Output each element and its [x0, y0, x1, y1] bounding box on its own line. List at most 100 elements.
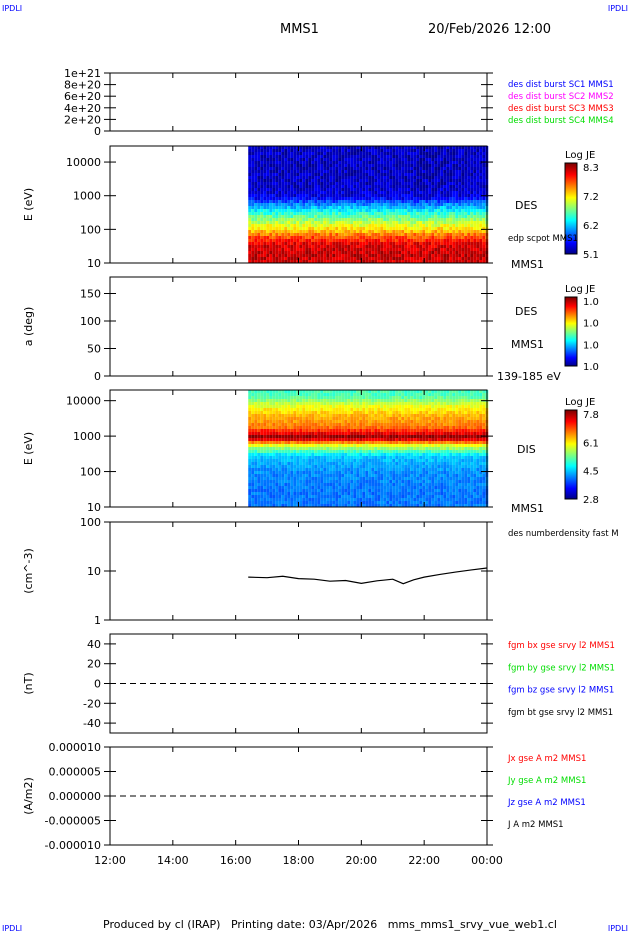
spectrogram-cell [383, 429, 387, 432]
spectrogram-cell [272, 191, 276, 194]
spectrogram-cell [368, 209, 372, 212]
spectrogram-cell [314, 191, 318, 194]
spectrogram-cell [434, 260, 438, 263]
spectrogram-cell [272, 158, 276, 161]
spectrogram-cell [311, 191, 315, 194]
spectrogram-cell [419, 206, 423, 209]
spectrogram-cell [341, 399, 345, 402]
spectrogram-cell [260, 390, 264, 393]
spectrogram-cell [476, 227, 480, 230]
spectrogram-cell [359, 197, 363, 200]
spectrogram-cell [365, 420, 369, 423]
spectrogram-cell [254, 399, 258, 402]
spectrogram-cell [338, 468, 342, 471]
spectrogram-cell [368, 396, 372, 399]
spectrogram-cell [386, 438, 390, 441]
spectrogram-cell [434, 149, 438, 152]
spectrogram-cell [323, 188, 327, 191]
spectrogram-cell [302, 438, 306, 441]
spectrogram-cell [269, 251, 273, 254]
spectrogram-cell [347, 176, 351, 179]
spectrogram-cell [446, 215, 450, 218]
spectrogram-cell [332, 390, 336, 393]
spectrogram-cell [338, 179, 342, 182]
spectrogram-cell [287, 429, 291, 432]
spectrogram-cell [353, 483, 357, 486]
spectrogram-cell [263, 468, 267, 471]
spectrogram-cell [293, 471, 297, 474]
spectrogram-cell [275, 504, 279, 507]
spectrogram-cell [329, 230, 333, 233]
spectrogram-cell [284, 260, 288, 263]
spectrogram-cell [416, 167, 420, 170]
spectrogram-cell [398, 167, 402, 170]
spectrogram-cell [293, 206, 297, 209]
spectrogram-cell [320, 188, 324, 191]
spectrogram-cell [428, 215, 432, 218]
spectrogram-cell [248, 429, 252, 432]
spectrogram-cell [416, 200, 420, 203]
spectrogram-cell [281, 215, 285, 218]
spectrogram-cell [434, 158, 438, 161]
spectrogram-cell [272, 239, 276, 242]
spectrogram-cell [359, 245, 363, 248]
spectrogram-cell [281, 218, 285, 221]
spectrogram-cell [386, 435, 390, 438]
spectrogram-cell [302, 468, 306, 471]
spectrogram-cell [455, 254, 459, 257]
spectrogram-cell [332, 402, 336, 405]
spectrogram-cell [341, 152, 345, 155]
spectrogram-cell [284, 152, 288, 155]
spectrogram-cell [431, 200, 435, 203]
spectrogram-cell [407, 197, 411, 200]
spectrogram-cell [275, 465, 279, 468]
spectrogram-cell [368, 167, 372, 170]
spectrogram-cell [362, 498, 366, 501]
spectrogram-cell [290, 480, 294, 483]
spectrogram-cell [416, 215, 420, 218]
spectrogram-cell [407, 251, 411, 254]
spectrogram-cell [446, 224, 450, 227]
spectrogram-cell [329, 170, 333, 173]
spectrogram-cell [272, 155, 276, 158]
spectrogram-cell [482, 173, 486, 176]
spectrogram-cell [317, 453, 321, 456]
spectrogram-cell [416, 194, 420, 197]
spectrogram-cell [302, 179, 306, 182]
spectrogram-cell [302, 393, 306, 396]
spectrogram-cell [332, 477, 336, 480]
spectrogram-cell [284, 432, 288, 435]
spectrogram-cell [323, 260, 327, 263]
spectrogram-cell [395, 155, 399, 158]
spectrogram-cell [368, 423, 372, 426]
spectrogram-cell [296, 161, 300, 164]
spectrogram-cell [374, 408, 378, 411]
spectrogram-cell [320, 465, 324, 468]
spectrogram-cell [287, 254, 291, 257]
spectrogram-cell [308, 152, 312, 155]
spectrogram-cell [362, 393, 366, 396]
spectrogram-cell [341, 462, 345, 465]
spectrogram-cell [482, 242, 486, 245]
spectrogram-cell [323, 435, 327, 438]
spectrogram-cell [296, 414, 300, 417]
spectrogram-cell [299, 429, 303, 432]
spectrogram-cell [386, 471, 390, 474]
spectrogram-cell [293, 149, 297, 152]
spectrogram-cell [317, 414, 321, 417]
spectrogram-cell [359, 173, 363, 176]
spectrogram-cell [482, 218, 486, 221]
spectrogram-cell [479, 176, 483, 179]
spectrogram-cell [467, 182, 471, 185]
spectrogram-cell [299, 233, 303, 236]
spectrogram-cell [293, 453, 297, 456]
spectrogram-cell [260, 191, 264, 194]
spectrogram-cell [317, 197, 321, 200]
spectrogram-cell [350, 495, 354, 498]
spectrogram-cell [314, 450, 318, 453]
spectrogram-cell [371, 233, 375, 236]
spectrogram-cell [302, 167, 306, 170]
spectrogram-cell [293, 188, 297, 191]
spectrogram-cell [434, 167, 438, 170]
spectrogram-cell [368, 450, 372, 453]
